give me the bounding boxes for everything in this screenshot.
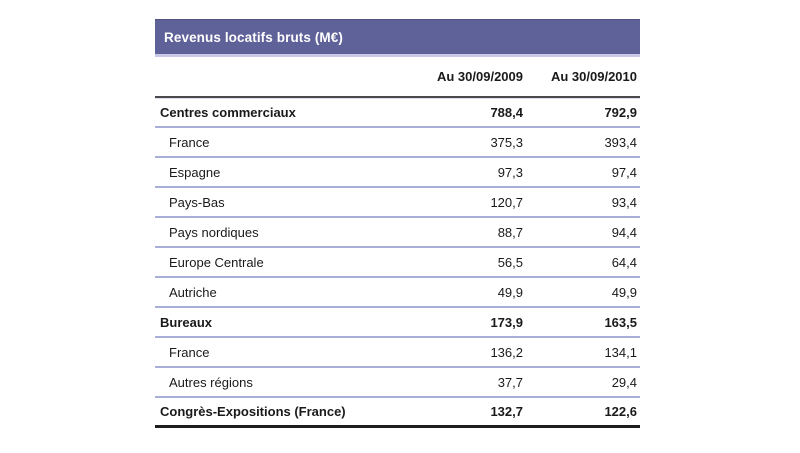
table-row: Autriche 49,9 49,9 xyxy=(155,278,640,308)
row-label: Espagne xyxy=(169,164,221,180)
value-2009: 56,5 xyxy=(497,254,523,270)
row-label: Autriche xyxy=(169,284,217,300)
table-row: Pays-Bas 120,7 93,4 xyxy=(155,188,640,218)
value-2009: 88,7 xyxy=(497,224,523,240)
value-2010: 97,4 xyxy=(611,164,637,180)
table-title: Revenus locatifs bruts (M€) xyxy=(164,29,343,45)
value-2009: 788,4 xyxy=(490,105,523,120)
value-2010: 393,4 xyxy=(604,134,637,150)
column-header-2009: Au 30/09/2009 xyxy=(436,69,523,84)
value-2010: 163,5 xyxy=(604,314,637,330)
value-2010: 792,9 xyxy=(604,105,637,120)
table-body: Centres commerciaux 788,4 792,9 France 3… xyxy=(155,96,640,428)
value-2009: 132,7 xyxy=(490,404,523,419)
value-2010: 93,4 xyxy=(611,194,637,210)
value-2010: 29,4 xyxy=(611,374,637,390)
row-label: Congrès-Expositions (France) xyxy=(160,404,346,419)
row-label: Pays-Bas xyxy=(169,194,225,210)
value-2009: 120,7 xyxy=(490,194,523,210)
value-2010: 94,4 xyxy=(611,224,637,240)
value-2009: 136,2 xyxy=(490,344,523,360)
table-row: France 375,3 393,4 xyxy=(155,128,640,158)
table-row: Bureaux 173,9 163,5 xyxy=(155,308,640,338)
table-row: Espagne 97,3 97,4 xyxy=(155,158,640,188)
table-row: Centres commerciaux 788,4 792,9 xyxy=(155,98,640,128)
value-2009: 173,9 xyxy=(490,314,523,330)
gross-rental-revenue-table: Revenus locatifs bruts (M€) Au 30/09/200… xyxy=(155,19,640,428)
value-2009: 49,9 xyxy=(497,284,523,300)
column-header-row: Au 30/09/2009 Au 30/09/2010 xyxy=(155,57,640,96)
value-2009: 97,3 xyxy=(497,164,523,180)
row-label: Bureaux xyxy=(160,314,213,330)
value-2010: 49,9 xyxy=(611,284,637,300)
table-row: France 136,2 134,1 xyxy=(155,338,640,368)
value-2010: 134,1 xyxy=(604,344,637,360)
row-label: France xyxy=(169,134,210,150)
table-row: Autres régions 37,7 29,4 xyxy=(155,368,640,398)
value-2009: 375,3 xyxy=(490,134,523,150)
value-2010: 122,6 xyxy=(604,404,637,419)
value-2010: 64,4 xyxy=(611,254,637,270)
row-label: Autres régions xyxy=(169,374,253,390)
row-label: Pays nordiques xyxy=(169,224,259,240)
row-label: France xyxy=(169,344,210,360)
table-row: Europe Centrale 56,5 64,4 xyxy=(155,248,640,278)
table-title-bar: Revenus locatifs bruts (M€) xyxy=(155,19,640,57)
value-2009: 37,7 xyxy=(497,374,523,390)
row-label: Centres commerciaux xyxy=(160,105,296,120)
table-row: Pays nordiques 88,7 94,4 xyxy=(155,218,640,248)
row-label: Europe Centrale xyxy=(169,254,264,270)
table-row: Congrès-Expositions (France) 132,7 122,6 xyxy=(155,398,640,428)
column-header-2010: Au 30/09/2010 xyxy=(550,69,637,84)
